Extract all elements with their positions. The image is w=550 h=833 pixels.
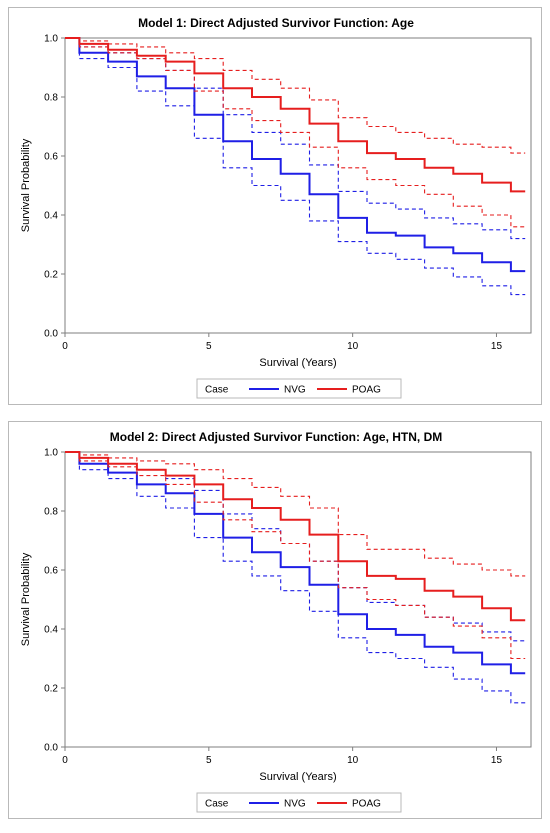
x-tick-label: 10 (347, 341, 359, 352)
y-tick-label: 0.6 (44, 566, 58, 577)
x-tick-label: 10 (347, 755, 359, 766)
x-tick-label: 5 (206, 755, 212, 766)
series-line-poag-estimate (65, 37, 526, 193)
series-line-poag-lower (65, 37, 526, 228)
chart-panel-model-1: Model 1: Direct Adjusted Survivor Functi… (8, 7, 542, 405)
legend-title: Case (205, 385, 229, 396)
y-tick-label: 0.0 (44, 743, 58, 754)
series-line-nvg-lower (65, 37, 526, 296)
y-tick-label: 0.4 (44, 625, 58, 636)
x-axis-label: Survival (Years) (259, 771, 336, 783)
chart-panel-model-2: Model 2: Direct Adjusted Survivor Functi… (8, 421, 542, 819)
y-tick-label: 0.2 (44, 270, 58, 281)
y-tick-label: 0.8 (44, 507, 58, 518)
survival-chart-model-1: Model 1: Direct Adjusted Survivor Functi… (20, 16, 532, 399)
legend-label-poag: POAG (352, 799, 381, 810)
y-axis-label: Survival Probability (20, 138, 32, 232)
series-line-nvg-upper (65, 37, 526, 240)
x-tick-label: 15 (491, 755, 503, 766)
y-tick-label: 0.0 (44, 329, 58, 340)
x-tick-label: 0 (62, 341, 68, 352)
x-tick-label: 15 (491, 341, 503, 352)
survival-chart-model-2: Model 2: Direct Adjusted Survivor Functi… (20, 430, 532, 813)
y-tick-label: 1.0 (44, 34, 58, 45)
series-line-poag-estimate (65, 451, 526, 622)
legend-box (196, 378, 402, 399)
legend-label-nvg: NVG (284, 799, 306, 810)
x-tick-label: 0 (62, 755, 68, 766)
chart-title: Model 2: Direct Adjusted Survivor Functi… (110, 430, 442, 444)
plot-frame (64, 451, 532, 748)
y-tick-label: 0.6 (44, 152, 58, 163)
series-line-nvg-estimate (65, 451, 526, 675)
plot-frame (64, 37, 532, 334)
x-axis-label: Survival (Years) (259, 357, 336, 369)
series-line-nvg-lower (65, 451, 526, 704)
series-line-nvg-upper (65, 451, 526, 642)
y-tick-label: 0.8 (44, 93, 58, 104)
y-axis-label: Survival Probability (20, 552, 32, 646)
legend-label-poag: POAG (352, 385, 381, 396)
y-tick-label: 0.2 (44, 684, 58, 695)
series-line-nvg-estimate (65, 37, 526, 273)
series-line-poag-upper (65, 451, 526, 577)
series-line-poag-lower (65, 451, 526, 660)
legend-label-nvg: NVG (284, 385, 306, 396)
legend-box (196, 792, 402, 813)
y-tick-label: 0.4 (44, 211, 58, 222)
series-line-poag-upper (65, 37, 526, 154)
legend-title: Case (205, 799, 229, 810)
x-tick-label: 5 (206, 341, 212, 352)
y-tick-label: 1.0 (44, 448, 58, 459)
chart-title: Model 1: Direct Adjusted Survivor Functi… (138, 16, 414, 30)
